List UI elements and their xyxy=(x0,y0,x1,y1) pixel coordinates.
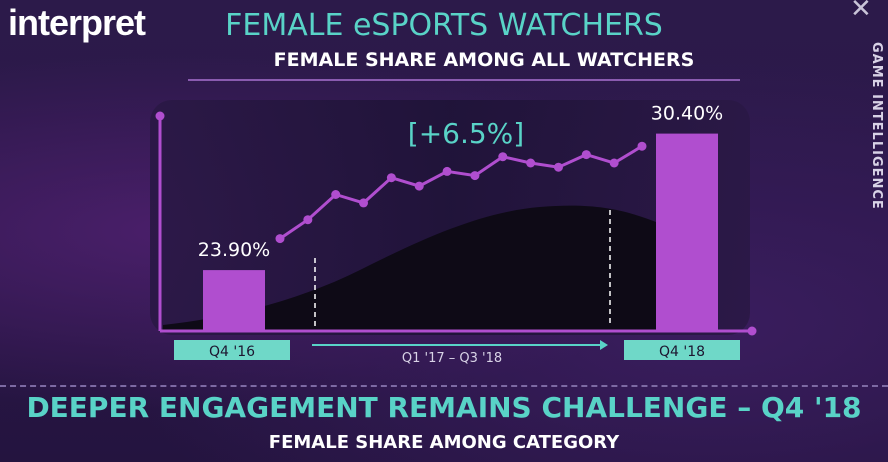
section-divider xyxy=(0,385,888,387)
female-share-chart: 23.90% 30.40% [+6.5%] Q4 '16 Q4 '18 Q1 '… xyxy=(150,100,757,366)
trend-point xyxy=(637,141,647,151)
trend-point xyxy=(581,150,591,160)
category-label-q4-16: Q4 '16 xyxy=(209,344,255,360)
category-box-q4-16 xyxy=(174,340,290,360)
trend-point xyxy=(275,234,285,244)
chart-title: FEMALE eSPORTS WATCHERS xyxy=(225,8,663,43)
category-label-q4-18: Q4 '18 xyxy=(659,344,705,360)
y-axis-end-dot xyxy=(155,111,165,121)
chart-subtitle: FEMALE SHARE AMONG ALL WATCHERS xyxy=(273,49,695,71)
side-label-game-intelligence: GAME INTELLIGENCE xyxy=(869,42,884,210)
bar-q4-16 xyxy=(203,270,265,331)
trend-point xyxy=(386,173,396,183)
bar-value-label-q4-18: 30.40% xyxy=(651,103,723,125)
trend-point xyxy=(498,152,508,162)
trend-point xyxy=(609,158,619,168)
trend-point xyxy=(331,190,341,199)
trend-point xyxy=(553,162,563,172)
interpret-logo: interpret xyxy=(8,2,146,43)
trend-point xyxy=(526,158,536,168)
trend-point xyxy=(414,181,424,191)
footer-title: DEEPER ENGAGEMENT REMAINS CHALLENGE – Q4… xyxy=(26,391,862,424)
trend-point xyxy=(442,166,452,176)
footer-subtitle: FEMALE SHARE AMONG CATEGORY xyxy=(268,432,620,453)
bar-value-label-q4-16: 23.90% xyxy=(198,239,270,261)
change-annotation: [+6.5%] xyxy=(408,117,524,150)
x-axis-end-dot xyxy=(747,326,757,336)
trend-area xyxy=(163,205,656,331)
bar-q4-18 xyxy=(656,133,718,331)
subtitle-underline xyxy=(188,79,740,81)
trend-point xyxy=(303,215,313,225)
trend-point xyxy=(359,198,369,208)
range-label: Q1 '17 – Q3 '18 xyxy=(402,351,502,366)
trend-line xyxy=(279,144,643,240)
trend-point xyxy=(470,171,480,181)
range-arrow-head-icon xyxy=(600,340,608,350)
close-chevron-icon: ✕ xyxy=(850,0,872,24)
category-box-q4-18 xyxy=(624,340,740,360)
trend-points xyxy=(275,141,647,244)
